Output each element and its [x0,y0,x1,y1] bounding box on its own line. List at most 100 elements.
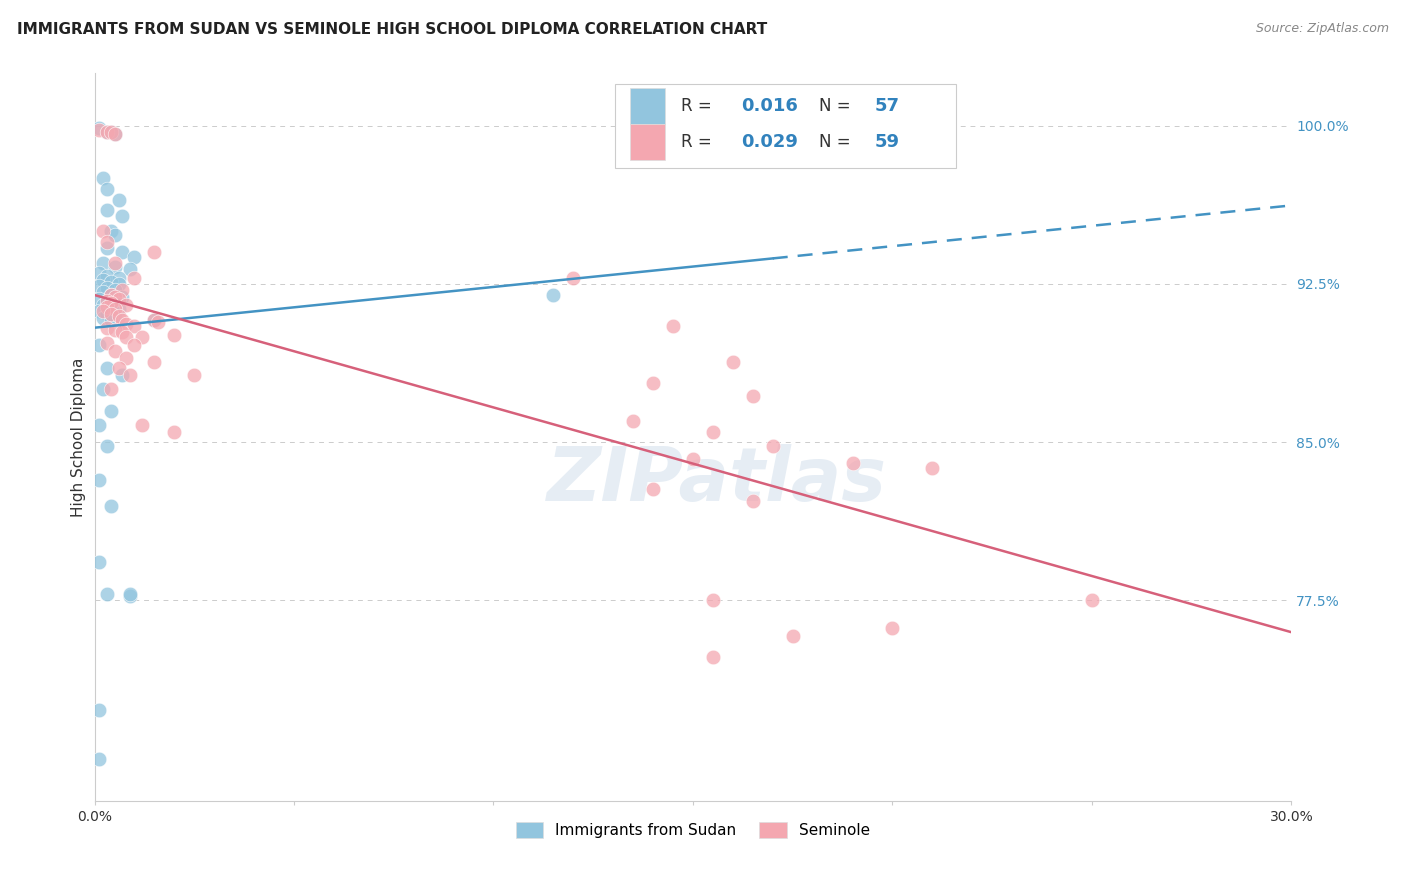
Point [87,338,110,352]
Point [702,425,724,439]
Point [103,309,125,323]
Point [107,270,129,285]
Y-axis label: High School Diploma: High School Diploma [72,357,86,516]
Text: Source: ZipAtlas.com: Source: ZipAtlas.com [1256,22,1389,36]
Point [100,300,122,314]
Point [103,296,125,310]
Point [103,127,125,141]
Point [741,389,763,403]
Point [91,171,114,186]
Point [183,368,205,382]
Point [100,125,122,139]
Point [115,317,138,331]
Point [87,418,110,433]
Point [103,228,125,243]
Point [702,650,724,665]
Text: R =: R = [681,133,717,151]
Point [107,277,129,291]
Point [107,193,129,207]
Point [107,309,129,323]
Text: 57: 57 [875,96,900,115]
Bar [630,124,665,161]
Point [115,351,138,365]
Point [721,355,744,369]
Point [543,287,565,301]
Point [96,293,118,308]
Point [96,306,118,320]
Point [96,361,118,376]
Point [124,270,146,285]
Point [87,703,110,717]
Point [641,376,664,391]
Point [96,241,118,255]
Point [143,355,166,369]
Text: N =: N = [818,133,855,151]
Point [120,587,142,601]
Point [120,262,142,277]
Point [96,321,118,335]
Point [96,281,118,295]
Point [111,290,134,304]
Point [741,494,763,508]
Point [91,304,114,318]
Point [96,203,118,218]
Point [103,323,125,337]
Point [1081,593,1104,607]
Point [131,418,153,433]
Point [562,270,585,285]
Point [111,326,134,340]
Point [782,629,804,643]
Point [111,210,134,224]
Point [762,439,785,453]
Point [91,224,114,238]
Point [96,300,118,314]
Point [111,283,134,297]
Point [96,293,118,308]
Point [103,290,125,304]
Point [91,298,114,312]
Point [921,460,943,475]
Text: 59: 59 [875,133,900,151]
Point [103,283,125,297]
Point [124,338,146,352]
Text: N =: N = [818,96,855,115]
Bar [616,84,956,168]
Point [111,313,134,327]
Point [100,403,122,417]
Point [91,383,114,397]
Text: IMMIGRANTS FROM SUDAN VS SEMINOLE HIGH SCHOOL DIPLOMA CORRELATION CHART: IMMIGRANTS FROM SUDAN VS SEMINOLE HIGH S… [17,22,768,37]
Text: 0.029: 0.029 [741,133,797,151]
Point [103,256,125,270]
Point [143,245,166,260]
Point [96,125,118,139]
Point [100,224,122,238]
Point [124,250,146,264]
Point [96,439,118,453]
Point [96,182,118,196]
Point [100,383,122,397]
Point [641,482,664,496]
Point [96,235,118,249]
Point [103,302,125,317]
Point [115,298,138,312]
Point [163,425,186,439]
Point [111,245,134,260]
Point [143,313,166,327]
Point [124,319,146,334]
Point [91,256,114,270]
Point [143,313,166,327]
Point [96,125,118,139]
Point [96,268,118,283]
Point [87,123,110,137]
Point [100,499,122,513]
Point [100,287,122,301]
Point [115,329,138,343]
Point [87,752,110,766]
Point [87,304,110,318]
Text: 0.016: 0.016 [741,96,797,115]
Point [621,414,644,428]
Point [111,368,134,382]
Point [87,473,110,487]
Point [87,292,110,306]
Point [91,273,114,287]
